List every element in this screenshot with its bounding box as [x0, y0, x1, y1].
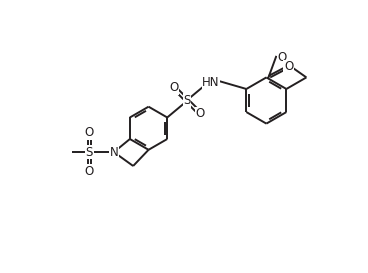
Text: O: O: [277, 51, 286, 64]
Text: O: O: [195, 107, 205, 120]
Text: HN: HN: [202, 76, 220, 89]
Text: S: S: [86, 146, 93, 159]
Text: O: O: [169, 81, 178, 94]
Text: O: O: [284, 60, 293, 73]
Text: O: O: [85, 126, 94, 139]
Text: O: O: [85, 165, 94, 178]
Text: N: N: [110, 146, 118, 159]
Text: S: S: [183, 94, 191, 107]
